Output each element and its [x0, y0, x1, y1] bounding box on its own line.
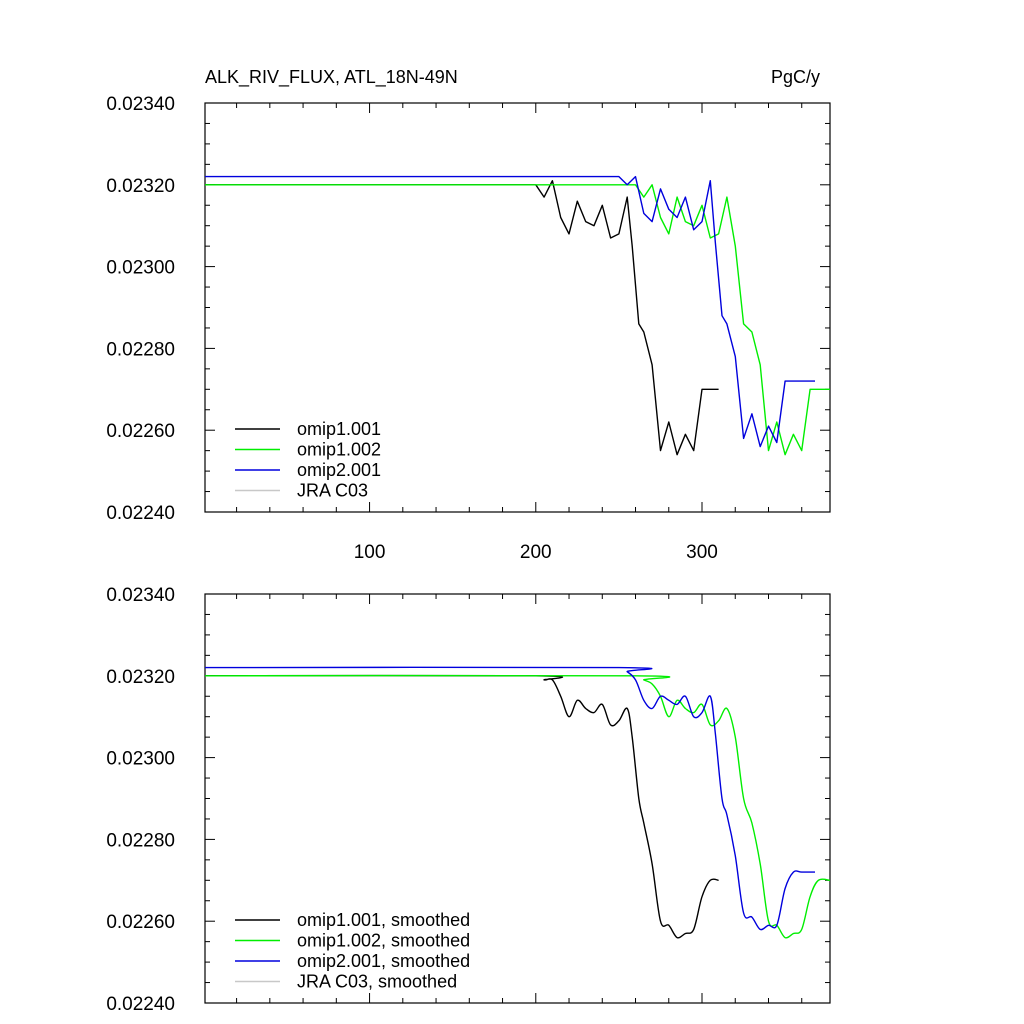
series-line-1 [204, 674, 719, 939]
x-tick-label: 200 [520, 542, 552, 563]
chart-panel-2: 0.02240 0.02260 0.02280 0.02300 0.02320 0.023… [106, 585, 831, 1015]
legend-label: omip1.002, smoothed [297, 931, 470, 951]
legend-label: omip1.001 [297, 419, 381, 439]
legend-label: omip1.001, smoothed [297, 910, 470, 930]
chart-units: PgC/y [771, 67, 820, 87]
y-tick-label: 0.02260 [106, 421, 175, 442]
legend-label: omip2.001, smoothed [297, 951, 470, 971]
y-tick-label: 0.02320 [106, 667, 175, 688]
legend-label: JRA C03, smoothed [297, 972, 457, 992]
series-line-3 [205, 175, 815, 448]
y-tick-label: 0.02320 [106, 176, 175, 197]
chart-panel-1: ALK_RIV_FLUX, ATL_18N-49N PgC/y 0.02240 0.0… [106, 67, 831, 563]
y-tick-label: 0.02240 [106, 503, 175, 524]
x-tick-label: 100 [354, 542, 386, 563]
x-tick-label: 300 [686, 542, 718, 563]
y-tick-label: 0.02280 [106, 830, 175, 851]
y-tick-label: 0.02340 [106, 585, 175, 606]
y-tick-label: 0.02300 [106, 258, 175, 279]
series-line-2 [204, 674, 831, 939]
y-tick-label: 0.02280 [106, 339, 175, 360]
chart-title: ALK_RIV_FLUX, ATL_18N-49N [205, 67, 458, 88]
series-line-2 [205, 184, 830, 456]
y-tick-label: 0.02340 [106, 94, 175, 115]
series-line-1 [205, 180, 719, 456]
series-line-3 [204, 666, 815, 931]
legend-label: JRA C03 [297, 481, 368, 501]
legend-label: omip2.001 [297, 460, 381, 480]
y-tick-label: 0.02260 [106, 912, 175, 933]
y-tick-label: 0.02300 [106, 749, 175, 770]
legend-label: omip1.002 [297, 440, 381, 460]
y-tick-label: 0.02240 [106, 994, 175, 1015]
